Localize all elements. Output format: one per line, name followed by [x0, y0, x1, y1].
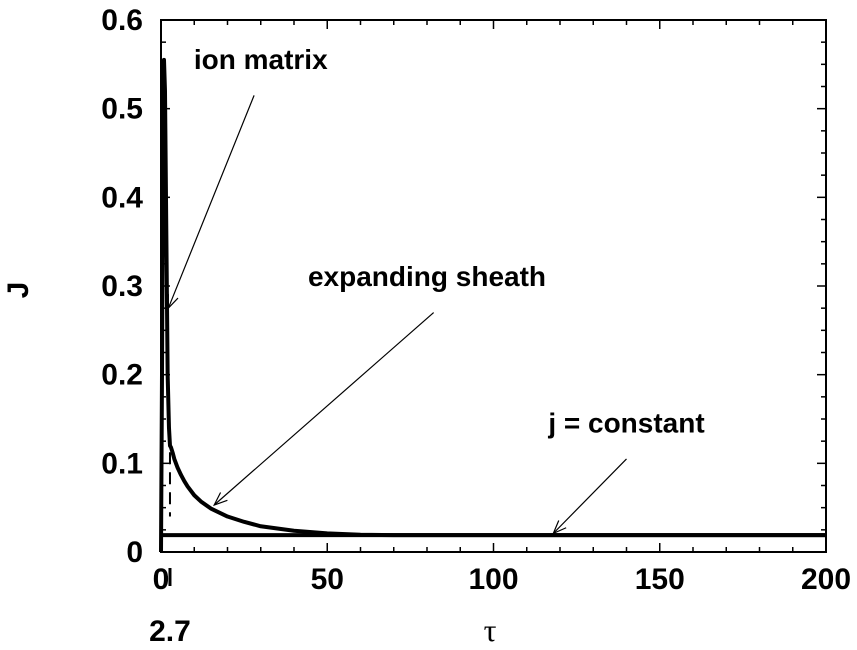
x-tick-label: 50 [311, 563, 344, 596]
y-tick-label: 0.1 [101, 447, 143, 480]
annotations-group: ion matrix expanding sheath j = constant [167, 44, 705, 535]
marker-label-2-7: 2.7 [149, 615, 191, 648]
annotation-arrowhead-1 [167, 294, 179, 310]
annotation-label-2: expanding sheath [308, 261, 546, 292]
x-axis-label: τ [484, 612, 497, 648]
y-tick-label: 0.6 [101, 4, 143, 37]
y-tick-label: 0.3 [101, 270, 143, 303]
x-tick-label: 100 [468, 563, 518, 596]
y-tick-label: 0 [126, 536, 143, 569]
annotation-arrowhead-2 [212, 492, 228, 507]
annotation-label-3: j = constant [547, 407, 704, 438]
annotation-arrow-2 [213, 312, 435, 506]
annotation-arrowhead-3 [552, 520, 567, 535]
annotation-arrow-1 [167, 95, 255, 309]
y-tick-label: 0.2 [101, 359, 143, 392]
series-line-1 [159, 57, 826, 553]
x-tick-label: 0 [153, 563, 170, 596]
annotation-arrow-3 [552, 458, 627, 534]
x-tick-label: 150 [635, 563, 685, 596]
y-tick-label: 0.5 [101, 93, 143, 126]
x-tick-label: 200 [801, 563, 851, 596]
annotation-label-1: ion matrix [194, 44, 328, 75]
y-tick-label: 0.4 [101, 181, 143, 214]
tick-labels-group: 0 0.1 0.2 0.3 0.4 0.5 0.6 0 50 100 150 200 2.7 [101, 4, 851, 648]
series-group [159, 57, 826, 553]
y-axis-label: J [2, 282, 35, 299]
